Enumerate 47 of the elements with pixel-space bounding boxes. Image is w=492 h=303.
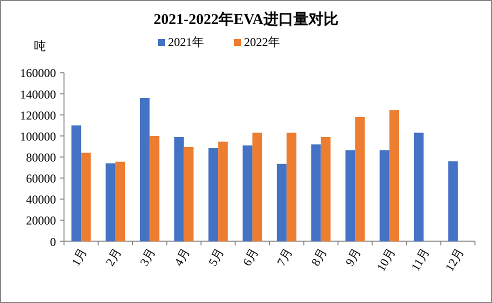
bar — [174, 136, 184, 242]
y-tick-label: 140000 — [20, 87, 56, 102]
x-tick-label: 11月 — [408, 246, 432, 274]
bar — [389, 110, 400, 242]
x-tick-label: 9月 — [342, 246, 364, 268]
bar — [106, 163, 116, 242]
bar — [150, 136, 160, 242]
legend-label: 2021年 — [168, 35, 204, 49]
bar — [218, 142, 228, 242]
bar — [71, 125, 82, 242]
y-tick-label: 80000 — [26, 150, 56, 164]
bar — [184, 146, 194, 242]
bar — [448, 161, 458, 242]
bar — [276, 164, 287, 242]
legend-label: 2022年 — [244, 35, 280, 49]
bar — [320, 136, 331, 242]
y-tick-label: 120000 — [20, 108, 56, 122]
bar — [311, 144, 321, 242]
x-tick-label: 7月 — [274, 246, 296, 268]
x-tick-label: 12月 — [442, 246, 466, 274]
chart-title: 2021-2022年EVA进口量对比 — [154, 11, 338, 28]
x-tick-label: 6月 — [240, 246, 261, 268]
x-tick-label: 2月 — [102, 246, 124, 268]
y-tick-label: 60000 — [26, 172, 56, 186]
x-tick-label: 8月 — [308, 246, 330, 268]
x-tick-label: 1月 — [68, 246, 90, 268]
bar — [140, 98, 150, 242]
y-tick-label: 40000 — [26, 192, 56, 207]
bar — [252, 132, 262, 242]
bar — [242, 145, 252, 242]
bar — [380, 150, 390, 242]
bar — [115, 162, 126, 242]
y-tick-label: 100000 — [20, 129, 56, 144]
bar — [286, 132, 296, 242]
y-tick-label: 0 — [50, 234, 56, 249]
y-axis-title: 吨 — [34, 39, 46, 53]
bar — [355, 116, 365, 242]
bar — [345, 150, 356, 242]
y-tick-label: 160000 — [20, 66, 56, 80]
x-tick-label: 5月 — [206, 246, 227, 268]
x-tick-label: 4月 — [171, 246, 192, 268]
bar — [81, 152, 91, 242]
bar — [414, 132, 424, 242]
bar — [208, 148, 218, 242]
x-tick-label: 10月 — [374, 246, 398, 274]
y-tick-label: 20000 — [26, 214, 56, 228]
x-tick-label: 3月 — [137, 246, 158, 268]
